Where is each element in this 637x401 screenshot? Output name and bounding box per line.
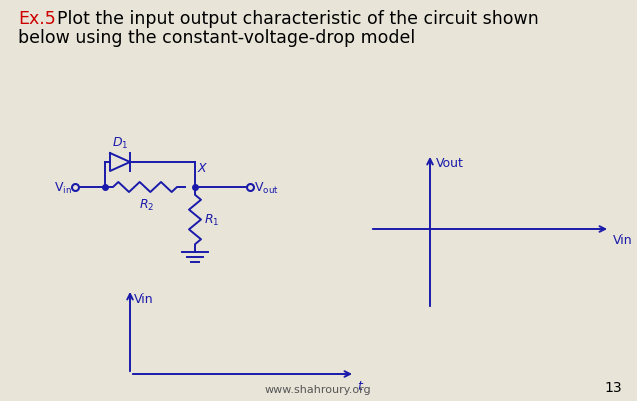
Text: Vin: Vin — [613, 233, 633, 246]
Text: Plot the input output characteristic of the circuit shown: Plot the input output characteristic of … — [57, 10, 539, 28]
Text: 13: 13 — [605, 380, 622, 394]
Text: Ex.5: Ex.5 — [18, 10, 56, 28]
Text: Vin: Vin — [134, 292, 154, 305]
Text: below using the constant-voltage-drop model: below using the constant-voltage-drop mo… — [18, 29, 415, 47]
Text: www.shahroury.org: www.shahroury.org — [265, 384, 371, 394]
Text: Vout: Vout — [436, 157, 464, 170]
Text: V$_{\rm in}$: V$_{\rm in}$ — [54, 180, 72, 195]
Text: V$_{\rm out}$: V$_{\rm out}$ — [254, 180, 279, 195]
Text: D$_1$: D$_1$ — [111, 136, 128, 151]
Text: t: t — [357, 379, 362, 392]
Text: X: X — [198, 162, 206, 174]
Text: R$_1$: R$_1$ — [204, 213, 220, 227]
Text: R$_2$: R$_2$ — [140, 198, 155, 213]
